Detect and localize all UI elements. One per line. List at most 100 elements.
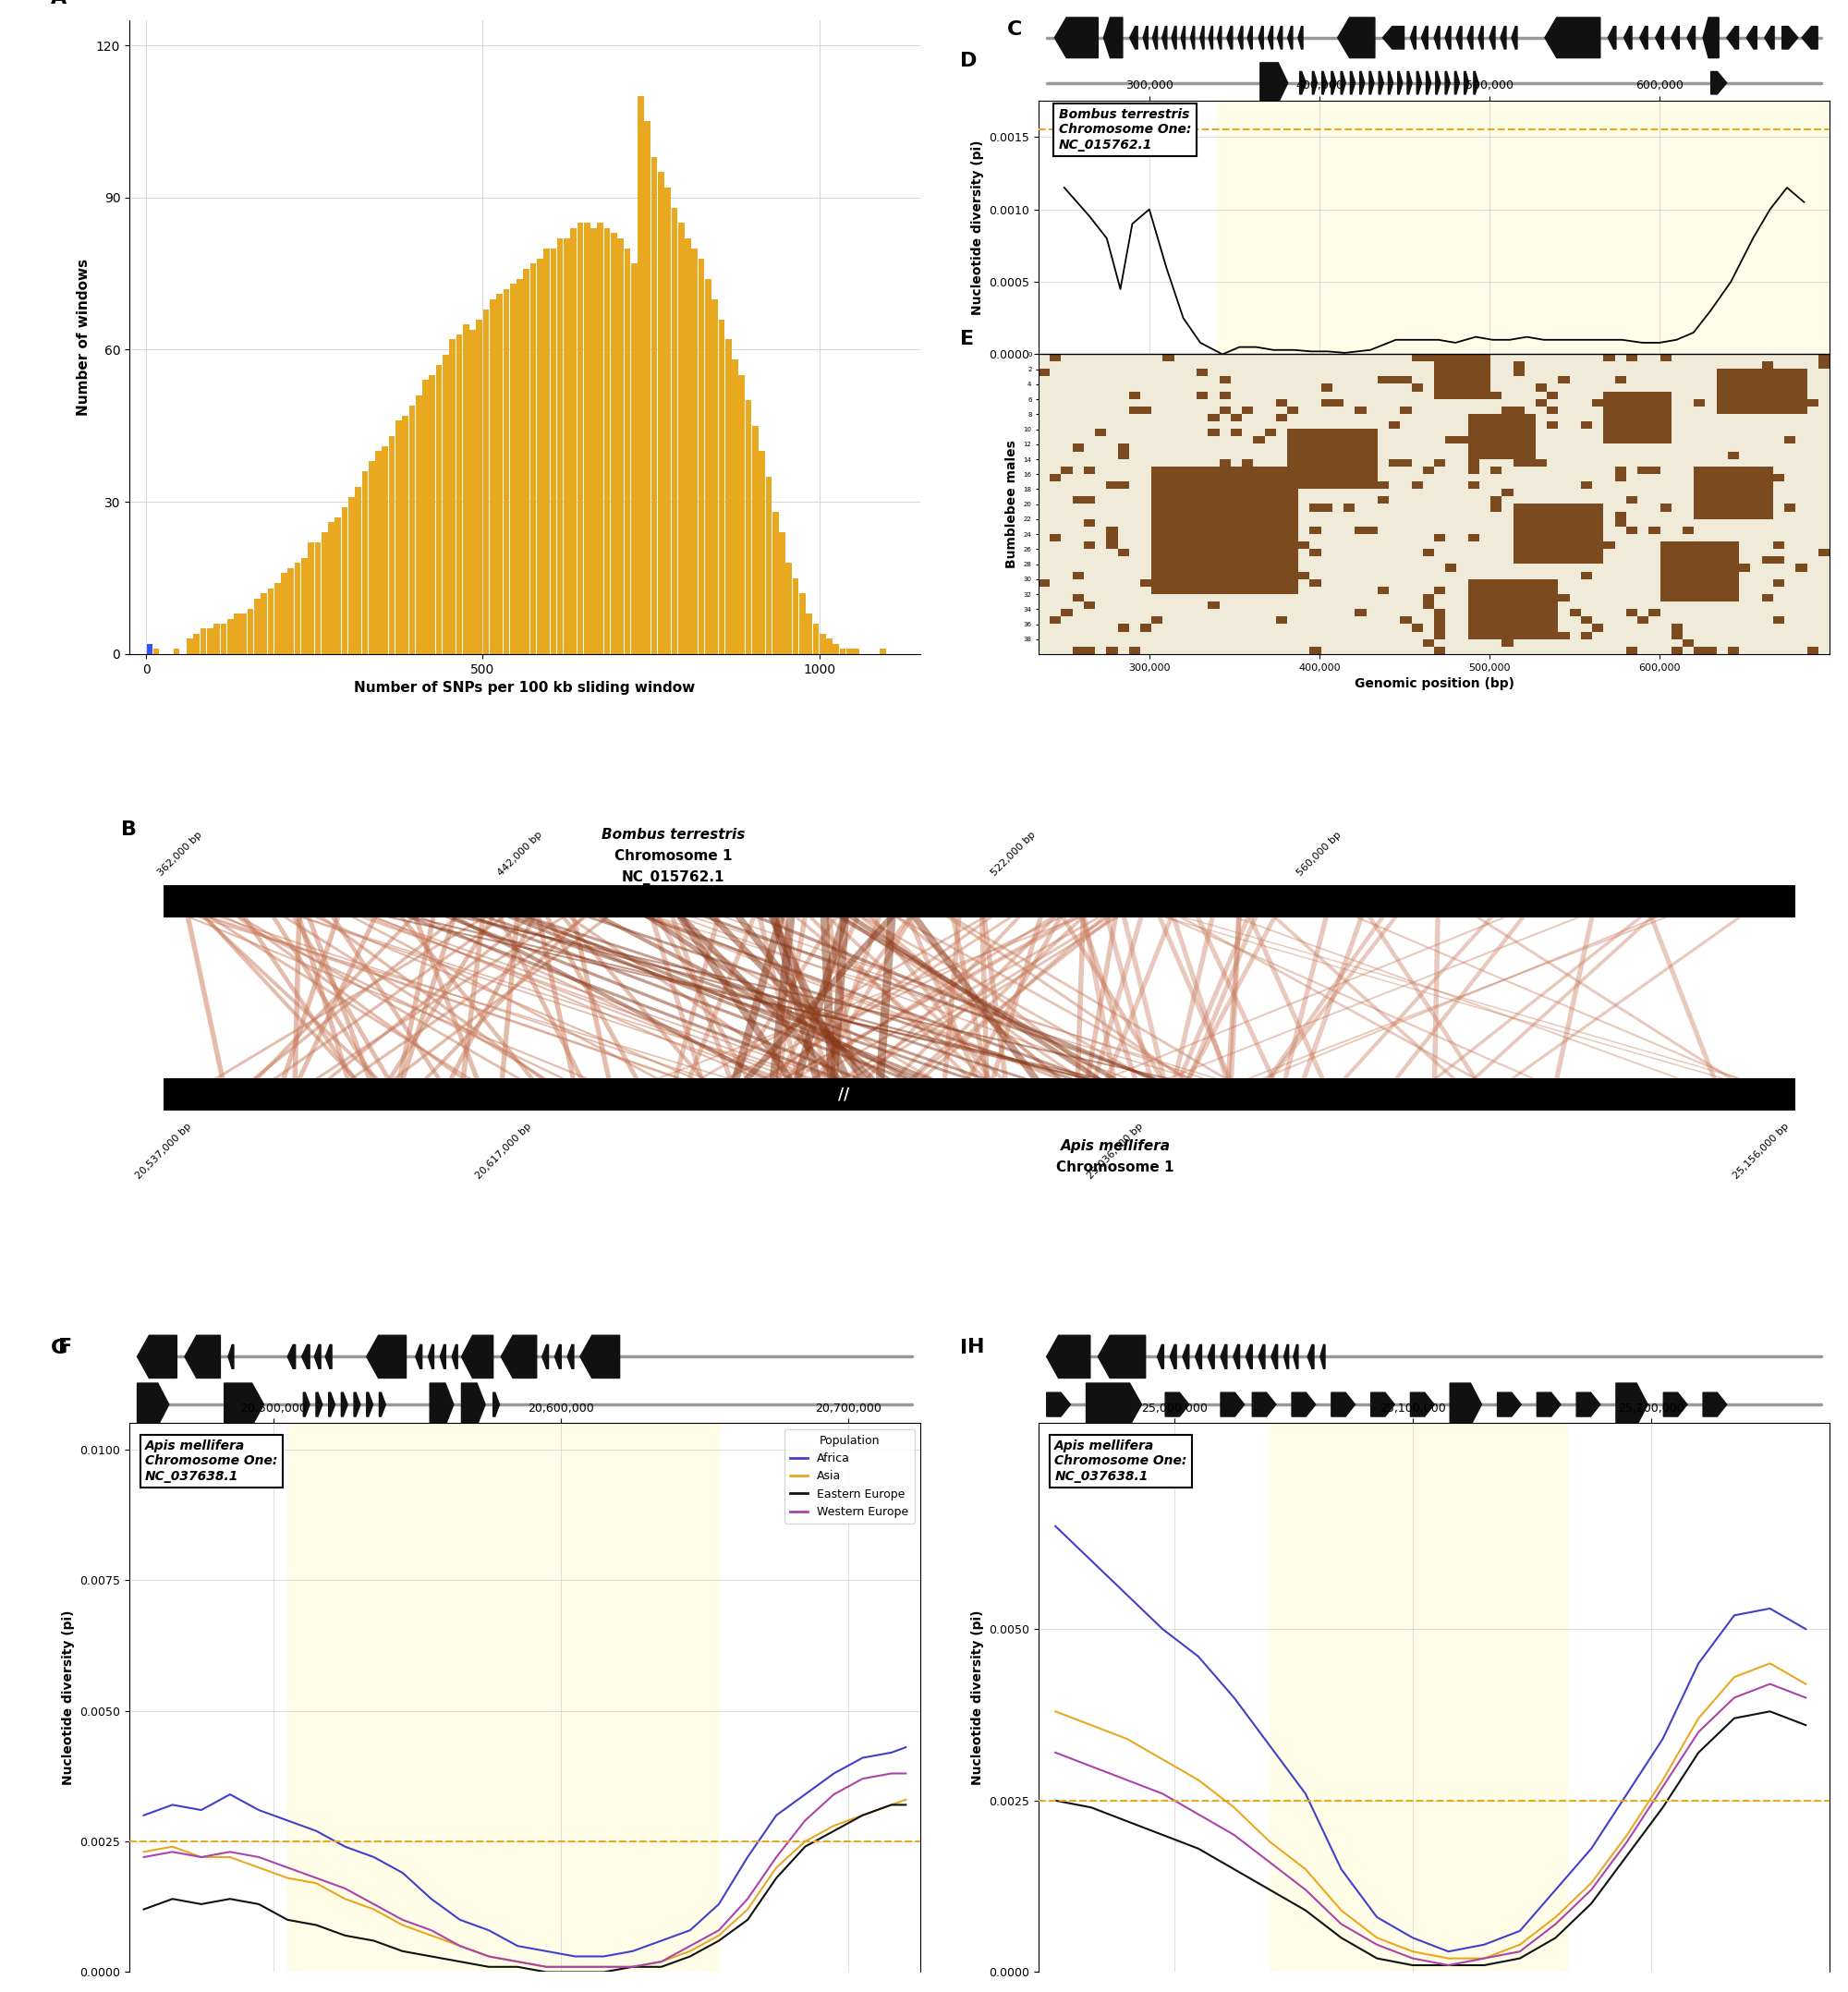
- Polygon shape: [1081, 916, 1116, 1078]
- Y-axis label: Nucleotide diversity (pi): Nucleotide diversity (pi): [970, 139, 983, 315]
- Polygon shape: [950, 916, 991, 1078]
- Polygon shape: [397, 916, 436, 1078]
- FancyArrow shape: [1199, 26, 1205, 50]
- Bar: [436, 365, 442, 653]
- Text: 522,000 bp: 522,000 bp: [989, 831, 1037, 878]
- Bar: [530, 263, 536, 653]
- Polygon shape: [906, 916, 979, 1078]
- Text: B: B: [120, 821, 137, 839]
- FancyArrow shape: [1331, 72, 1336, 94]
- Text: Bombus terrestris
Chromosome One:
NC_015762.1: Bombus terrestris Chromosome One: NC_015…: [1059, 108, 1190, 151]
- FancyArrow shape: [301, 1345, 310, 1369]
- Polygon shape: [408, 916, 1090, 1078]
- Text: C: C: [1007, 20, 1022, 38]
- Bar: [207, 629, 213, 653]
- Polygon shape: [732, 916, 785, 1078]
- Polygon shape: [299, 916, 811, 1078]
- FancyArrow shape: [1284, 1345, 1288, 1369]
- Polygon shape: [349, 916, 588, 1078]
- Polygon shape: [545, 916, 639, 1078]
- Text: Chromosome 1: Chromosome 1: [615, 849, 732, 863]
- Text: I: I: [959, 1339, 967, 1357]
- Polygon shape: [870, 916, 992, 1078]
- Polygon shape: [689, 916, 1218, 1078]
- Polygon shape: [536, 916, 577, 1078]
- FancyArrow shape: [1371, 1392, 1395, 1416]
- Polygon shape: [292, 916, 390, 1078]
- Polygon shape: [201, 916, 379, 1078]
- Bar: [240, 614, 248, 653]
- Polygon shape: [656, 916, 750, 1078]
- Polygon shape: [292, 916, 301, 1078]
- X-axis label: Genomic position (bp): Genomic position (bp): [1355, 677, 1514, 691]
- Polygon shape: [405, 916, 841, 1078]
- Polygon shape: [911, 916, 1039, 1078]
- Polygon shape: [203, 916, 359, 1078]
- Polygon shape: [274, 916, 506, 1078]
- Polygon shape: [821, 916, 881, 1078]
- Bar: [584, 223, 590, 653]
- Bar: [248, 608, 253, 653]
- Polygon shape: [809, 916, 1101, 1078]
- FancyArrow shape: [1172, 26, 1177, 50]
- Bar: [349, 496, 355, 653]
- Text: 25,036,000 bp: 25,036,000 bp: [1087, 1121, 1146, 1181]
- Bar: [442, 355, 449, 653]
- Polygon shape: [761, 916, 1013, 1078]
- Polygon shape: [876, 916, 896, 1078]
- FancyArrow shape: [379, 1392, 386, 1416]
- Bar: [846, 649, 852, 653]
- Bar: [617, 239, 625, 653]
- FancyArrow shape: [1190, 26, 1194, 50]
- Polygon shape: [460, 916, 486, 1078]
- Polygon shape: [730, 916, 839, 1078]
- Polygon shape: [464, 916, 1088, 1078]
- FancyArrow shape: [1538, 1392, 1562, 1416]
- Polygon shape: [776, 916, 808, 1078]
- Polygon shape: [499, 916, 519, 1078]
- FancyArrow shape: [1277, 26, 1283, 50]
- FancyArrow shape: [1046, 1392, 1070, 1416]
- FancyArrow shape: [1445, 72, 1451, 94]
- Bar: [833, 643, 839, 653]
- FancyArrow shape: [1288, 26, 1292, 50]
- Text: Chromosome 1: Chromosome 1: [1057, 1161, 1173, 1175]
- FancyArrow shape: [329, 1392, 334, 1416]
- Polygon shape: [512, 916, 989, 1078]
- FancyArrow shape: [1258, 1345, 1264, 1369]
- Polygon shape: [793, 916, 1055, 1078]
- Bar: [482, 309, 490, 653]
- Bar: [625, 249, 630, 653]
- Polygon shape: [1301, 916, 1364, 1078]
- Polygon shape: [384, 916, 1103, 1078]
- FancyArrow shape: [541, 1345, 549, 1369]
- Polygon shape: [1368, 916, 1478, 1078]
- FancyArrow shape: [1222, 1345, 1227, 1369]
- Polygon shape: [238, 916, 521, 1078]
- Polygon shape: [1225, 916, 1242, 1078]
- Polygon shape: [785, 916, 911, 1078]
- Bar: [510, 283, 516, 653]
- Text: 20,537,000 bp: 20,537,000 bp: [133, 1121, 192, 1181]
- FancyArrow shape: [366, 1392, 373, 1416]
- Polygon shape: [841, 916, 1111, 1078]
- Polygon shape: [1162, 916, 1726, 1078]
- FancyArrow shape: [1351, 72, 1355, 94]
- Polygon shape: [586, 916, 1074, 1078]
- FancyArrow shape: [1639, 26, 1648, 50]
- Polygon shape: [765, 916, 994, 1078]
- Polygon shape: [1393, 916, 1525, 1078]
- Polygon shape: [224, 916, 565, 1078]
- Polygon shape: [207, 916, 471, 1078]
- FancyArrow shape: [554, 1345, 562, 1369]
- Bar: [785, 564, 793, 653]
- Bar: [456, 335, 462, 653]
- Polygon shape: [320, 916, 543, 1078]
- Polygon shape: [370, 916, 833, 1078]
- FancyArrow shape: [1046, 1335, 1090, 1378]
- Bar: [309, 542, 314, 653]
- Bar: [194, 633, 200, 653]
- Polygon shape: [1510, 916, 1743, 1078]
- FancyArrow shape: [501, 1335, 536, 1378]
- Bar: [294, 564, 301, 653]
